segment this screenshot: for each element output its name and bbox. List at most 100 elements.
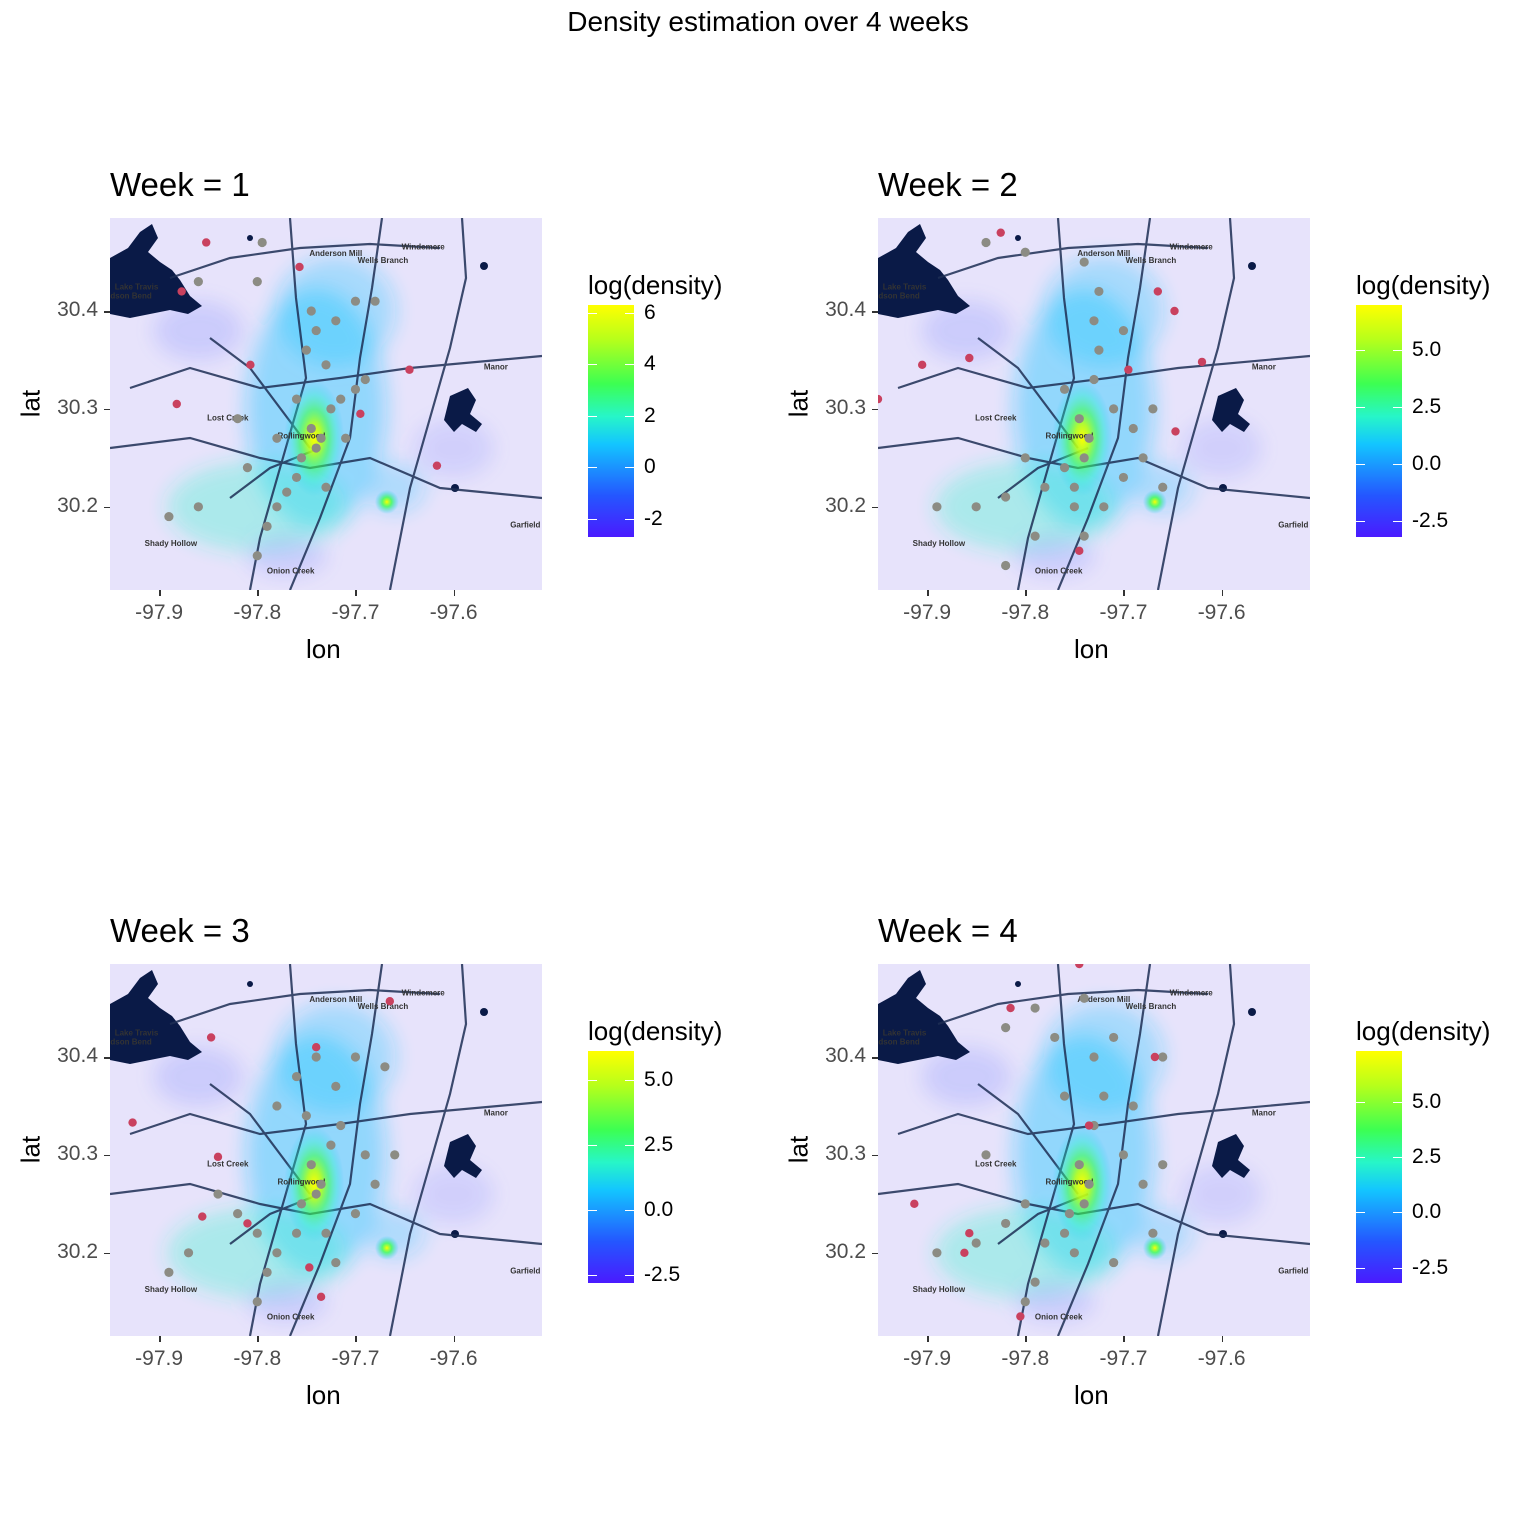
- x-tick-label: -97.9: [903, 1347, 952, 1370]
- x-tick-mark: [159, 590, 161, 596]
- legend-tick-mark: [588, 1079, 597, 1081]
- observation-point: [311, 325, 321, 336]
- legend-tick-mark: [588, 467, 597, 469]
- outlier-point: [213, 1152, 223, 1162]
- observation-point: [306, 1160, 316, 1170]
- outlier-point: [1197, 357, 1207, 367]
- x-tick-mark: [1025, 1336, 1027, 1342]
- observation-point: [1079, 257, 1089, 267]
- density-halo: [246, 535, 327, 576]
- x-tick-mark: [355, 1336, 357, 1342]
- place-label: Hudson Bend: [878, 291, 920, 300]
- observation-point: [1118, 1150, 1129, 1160]
- y-tick-label: 30.3: [825, 395, 866, 419]
- observation-point: [1030, 1277, 1040, 1287]
- density-hotspot-east: [374, 1235, 399, 1260]
- density-halo: [1043, 256, 1164, 366]
- water-spot: [247, 235, 253, 241]
- place-label: Shady Hollow: [145, 1285, 198, 1294]
- walter-e-long-lake-shape: [1212, 388, 1250, 432]
- outlier-point: [965, 1229, 974, 1238]
- observation-point: [1059, 1228, 1070, 1238]
- place-label: Onion Creek: [1035, 1312, 1083, 1321]
- panel-title: Week = 2: [878, 166, 1018, 203]
- y-tick-label: 30.2: [57, 1239, 98, 1263]
- observation-point: [252, 1228, 262, 1238]
- observation-point: [331, 316, 341, 326]
- observation-point: [341, 433, 351, 443]
- legend-tick-label: -2.5: [1412, 509, 1449, 533]
- observation-point: [981, 1150, 991, 1160]
- y-tick-mark: [104, 408, 110, 411]
- place-label: Hudson Bend: [110, 1037, 152, 1046]
- observation-point: [233, 1209, 243, 1219]
- density-hotspot-east: [1142, 1235, 1167, 1260]
- road: [1056, 964, 1152, 1336]
- legend-tick-label: -2.5: [644, 1263, 681, 1287]
- road: [129, 354, 542, 390]
- legend-tick-mark: [625, 1079, 634, 1081]
- road: [937, 242, 1209, 280]
- observation-point: [331, 1081, 341, 1091]
- observation-point: [311, 1189, 321, 1199]
- density-hotspot-east: [1142, 489, 1167, 514]
- map-plot-area[interactable]: Anderson Mill Windemere Wells Branch Lake T…: [110, 218, 542, 590]
- map-plot-area[interactable]: Anderson Mill Windemere Wells Branch Lake T…: [878, 218, 1310, 590]
- map-plot-area[interactable]: Anderson Mill Windemere Wells Branch Lake T…: [110, 964, 542, 1336]
- observation-point: [1158, 1160, 1168, 1170]
- place-label: Anderson Mill: [309, 249, 362, 258]
- observation-point: [262, 521, 272, 531]
- y-tick-label: 30.2: [825, 1239, 866, 1263]
- observation-point: [252, 1297, 262, 1307]
- x-tick-mark: [1123, 1336, 1125, 1342]
- legend-tick-mark: [625, 415, 634, 417]
- observation-point: [1074, 414, 1084, 424]
- observation-point: [1020, 1199, 1030, 1209]
- observation-point: [311, 443, 321, 453]
- legend-tick-label: 5.0: [1412, 1089, 1442, 1113]
- density-halo: [1014, 1281, 1095, 1322]
- road-layer: [878, 964, 1310, 1336]
- observation-point: [272, 433, 282, 443]
- observation-point: [321, 1228, 331, 1238]
- observation-point: [1001, 1023, 1011, 1033]
- outlier-point: [1153, 287, 1163, 296]
- observation-point: [971, 1238, 981, 1248]
- x-tick-label: -97.7: [1099, 601, 1148, 624]
- legend-tick-label: 0.0: [1412, 1200, 1442, 1224]
- legend-tick-mark: [1393, 1212, 1402, 1214]
- density-halo: [413, 418, 494, 479]
- x-tick-mark: [355, 590, 357, 596]
- observation-point: [1138, 1179, 1148, 1189]
- observation-point: [164, 1267, 174, 1277]
- legend-tick-mark: [625, 1144, 634, 1146]
- map-plot-area[interactable]: Anderson Mill Windemere Wells Branch Lake T…: [878, 964, 1310, 1336]
- place-label: Lake Travis: [115, 1028, 159, 1037]
- observation-point: [1089, 374, 1099, 385]
- x-tick-label: -97.8: [1001, 601, 1050, 624]
- place-label: Garfield: [1278, 1266, 1308, 1275]
- legend-tick-mark: [588, 518, 597, 520]
- outlier-point: [177, 287, 186, 296]
- road: [937, 988, 1209, 1026]
- place-label: Lake Travis: [883, 282, 927, 291]
- panel-title: Week = 3: [110, 912, 250, 949]
- legend-tick-mark: [1393, 464, 1402, 466]
- map-panel-week-1: Week = 1 Anderson Mill Windemere Wells Bran…: [0, 0, 760, 740]
- outlier-point: [1084, 1121, 1094, 1130]
- x-tick-label: -97.9: [135, 601, 184, 624]
- y-tick-label: 30.4: [57, 1044, 98, 1067]
- water-spot: [480, 1008, 488, 1016]
- observation-point: [282, 487, 292, 497]
- outlier-point: [1170, 306, 1179, 316]
- x-tick-label: -97.8: [1001, 1347, 1050, 1370]
- y-tick-label: 30.4: [825, 298, 866, 321]
- observation-point: [272, 1248, 282, 1258]
- observation-point: [1148, 404, 1158, 414]
- legend-tick-mark: [588, 1144, 597, 1146]
- outlier-point: [1171, 427, 1180, 436]
- outlier-point: [316, 1292, 326, 1302]
- place-label: Anderson Mill: [309, 995, 362, 1004]
- road: [388, 218, 468, 590]
- x-tick-mark: [927, 590, 929, 596]
